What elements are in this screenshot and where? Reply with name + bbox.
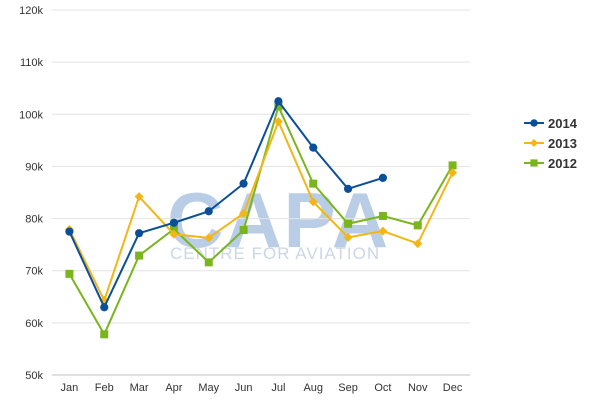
x-tick-label: Aug — [303, 382, 323, 394]
y-tick-label: 60k — [25, 318, 43, 330]
data-point — [309, 179, 318, 188]
data-point — [378, 211, 387, 220]
series-2014 — [65, 97, 388, 312]
series-line — [68, 100, 384, 309]
data-point — [135, 251, 144, 260]
data-point — [65, 227, 74, 236]
y-tick-label: 120k — [19, 5, 43, 17]
data-point — [529, 138, 539, 148]
data-point — [343, 184, 353, 193]
data-point — [204, 258, 213, 267]
data-point — [448, 168, 458, 178]
data-point — [448, 161, 457, 170]
x-tick-label: Mar — [130, 382, 149, 394]
series-group — [64, 97, 458, 339]
x-tick-label: Apr — [165, 382, 182, 394]
x-tick-label: Sep — [338, 382, 358, 394]
data-point — [413, 239, 423, 249]
legend-label: 2014 — [548, 116, 578, 131]
data-point — [204, 207, 213, 216]
x-tick-label: Jul — [271, 382, 285, 394]
data-point — [273, 117, 283, 127]
x-tick-label: Oct — [374, 382, 391, 394]
data-point — [169, 218, 179, 227]
data-point — [530, 119, 538, 127]
data-point — [530, 159, 538, 167]
data-point — [204, 233, 214, 243]
data-point — [239, 179, 248, 188]
data-point — [134, 192, 144, 202]
data-point — [274, 97, 283, 106]
data-point — [378, 173, 388, 182]
legend: 2014 2013 2012 — [524, 116, 578, 171]
y-tick-label: 90k — [25, 161, 43, 173]
data-point — [274, 102, 283, 111]
legend-label: 2013 — [548, 136, 577, 151]
y-tick-label: 50k — [25, 370, 43, 382]
y-axis-ticks: 50k 60k 70k 80k 90k 100k 110k 120k — [19, 5, 43, 382]
data-point — [65, 269, 74, 278]
y-tick-label: 80k — [25, 214, 43, 226]
watermark-tagline: CENTRE FOR AVIATION — [170, 244, 380, 263]
x-tick-label: Nov — [408, 382, 428, 394]
data-point — [344, 219, 353, 228]
data-point — [169, 225, 178, 233]
data-point — [100, 303, 109, 312]
y-tick-label: 100k — [19, 109, 43, 121]
data-point — [309, 143, 318, 152]
series-line — [68, 120, 454, 302]
data-point — [100, 330, 109, 339]
x-tick-label: Feb — [95, 382, 114, 394]
y-tick-label: 110k — [20, 57, 44, 69]
data-point — [308, 197, 318, 207]
y-tick-label: 70k — [25, 266, 43, 278]
x-tick-label: Jun — [235, 382, 253, 394]
data-point — [169, 229, 179, 239]
data-point — [378, 226, 388, 236]
series-2013 — [64, 117, 458, 305]
data-point — [239, 208, 249, 218]
x-tick-label: May — [198, 382, 219, 394]
x-axis-ticks: Jan Feb Mar Apr May Jun Jul Aug Sep Oct Nov Dec — [61, 382, 463, 394]
data-point — [239, 226, 248, 235]
capa-watermark-logo: CAPA CENTRE FOR AVIATION — [167, 176, 388, 264]
x-tick-label: Dec — [443, 382, 463, 394]
data-point — [343, 232, 353, 242]
data-point — [134, 229, 144, 238]
x-tick-label: Jan — [61, 382, 79, 394]
data-point — [413, 221, 422, 230]
legend-label: 2012 — [548, 156, 577, 171]
